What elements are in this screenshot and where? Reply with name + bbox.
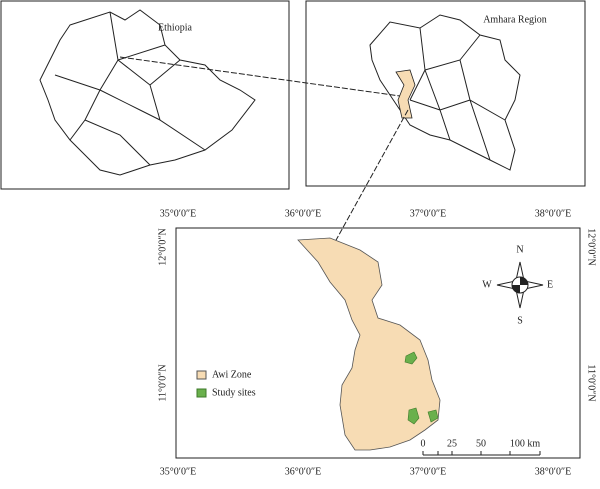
study-site (427, 409, 439, 423)
legend-swatch (196, 388, 207, 398)
latitude-label: 11°0′0″N (157, 364, 168, 401)
awi-zone (297, 237, 441, 451)
scale-label: 100 km (510, 438, 541, 449)
connector (334, 109, 409, 243)
scale-label: 0 (421, 438, 426, 449)
ethiopia-frame (0, 0, 290, 190)
study-site (404, 351, 418, 365)
compass: N S E W (482, 244, 553, 326)
ethiopia-outline (39, 9, 256, 176)
compass-label: W (482, 279, 492, 290)
longitude-label: 36°0′0″E (285, 208, 321, 219)
legend-swatch (196, 370, 207, 380)
amhara-zones (409, 27, 506, 161)
ethiopia-label: Ethiopia (158, 22, 192, 33)
amhara-label: Amhara Region (483, 14, 547, 25)
amhara-frame (305, 0, 586, 187)
study-site (407, 407, 420, 425)
scale-label: 50 (476, 438, 486, 449)
legend-label: Awi Zone (212, 369, 252, 380)
longitude-label: 35°0′0″E (160, 466, 196, 477)
amhara-outline (369, 14, 521, 171)
compass-label: S (517, 315, 523, 326)
scale-bar (422, 451, 541, 456)
longitude-label: 35°0′0″E (160, 208, 196, 219)
amhara-awi (395, 69, 416, 119)
longitude-label: 37°0′0″E (410, 466, 446, 477)
longitude-label: 37°0′0″E (410, 208, 446, 219)
longitude-label: 36°0′0″E (285, 466, 321, 477)
longitude-label: 38°0′0″E (535, 466, 571, 477)
ethiopia-regions (54, 11, 206, 166)
scale-label: 25 (447, 438, 457, 449)
compass-label: E (547, 279, 553, 290)
legend-label: Study sites (212, 387, 256, 398)
latitude-label: 12°0′0″N (157, 228, 168, 266)
map-frame (175, 227, 581, 459)
compass-label: N (516, 244, 523, 255)
latitude-label: 12°0′0″N (586, 228, 597, 266)
connector (119, 56, 401, 97)
latitude-label: 11°0′0″N (586, 364, 597, 401)
longitude-label: 38°0′0″E (535, 208, 571, 219)
